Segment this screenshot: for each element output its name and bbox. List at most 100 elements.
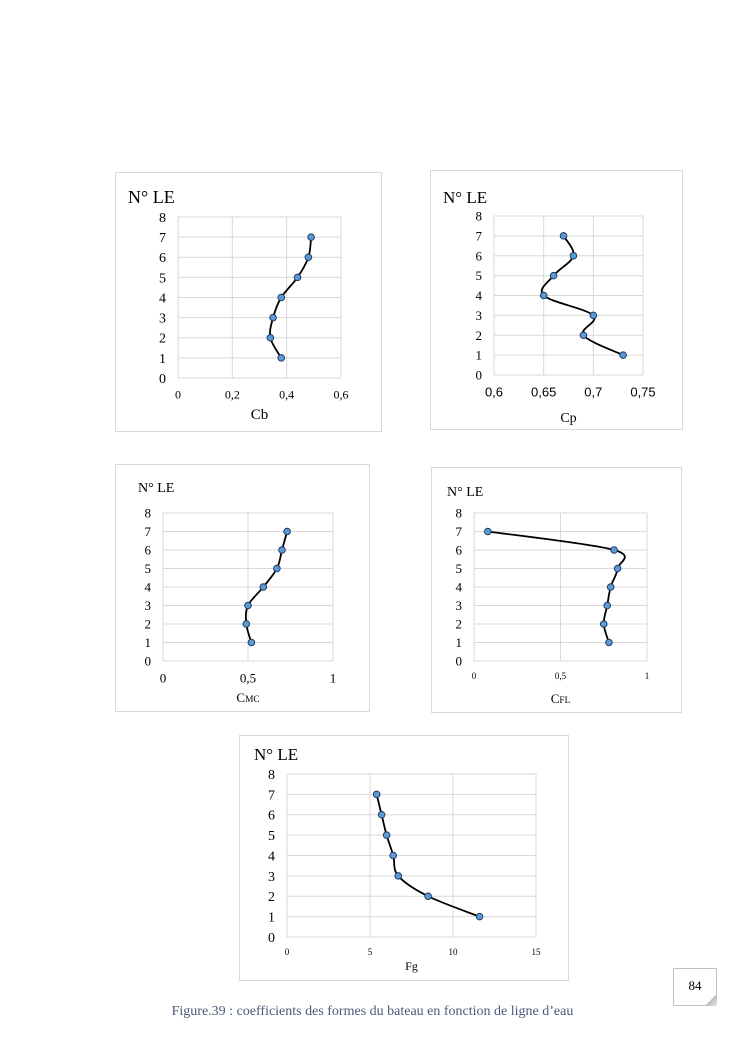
data-point xyxy=(610,546,618,554)
y-tick-label: 1 xyxy=(145,635,152,650)
y-tick-label: 3 xyxy=(159,312,166,327)
data-point xyxy=(549,271,558,280)
y-tick-label: 6 xyxy=(476,248,483,263)
y-tick-label: 0 xyxy=(145,654,152,669)
data-point xyxy=(475,912,484,921)
data-point xyxy=(278,546,286,554)
y-tick-label: 1 xyxy=(456,635,463,650)
x-tick-label: 0,6 xyxy=(485,384,503,399)
y-tick-label: 4 xyxy=(159,291,166,306)
data-point xyxy=(277,354,286,362)
y-tick-label: 7 xyxy=(145,524,152,539)
y-tick-label: 7 xyxy=(476,228,483,243)
y-tick-label: 0 xyxy=(268,931,275,946)
data-point xyxy=(283,527,291,536)
y-tick-label: 6 xyxy=(145,543,152,558)
data-point xyxy=(589,311,598,320)
data-point xyxy=(377,810,386,819)
chart-cmc-svg: 0 1 2 3 4 5 6 7 8 0 0,5 1 N° LE CMC xyxy=(138,481,337,705)
data-point xyxy=(389,851,398,860)
x-axis-title: Cp xyxy=(560,411,576,426)
x-tick-label: 0,5 xyxy=(240,670,256,685)
data-point xyxy=(569,251,578,260)
y-tick-label: 2 xyxy=(456,617,463,632)
figure-caption: Figure.39 : coefficients des formes du b… xyxy=(171,1004,574,1019)
data-point xyxy=(273,564,281,573)
y-axis-title: N° LE xyxy=(254,745,298,764)
gridlines xyxy=(177,216,342,379)
x-tick-label: 0 xyxy=(472,671,477,681)
gridlines xyxy=(286,773,537,938)
y-tick-label: 5 xyxy=(159,271,166,286)
y-tick-label: 3 xyxy=(456,598,463,613)
gridlines xyxy=(162,512,334,662)
data-point xyxy=(259,583,268,591)
y-tick-label: 5 xyxy=(476,268,483,283)
y-tick-label: 8 xyxy=(159,211,166,226)
y-tick-label: 1 xyxy=(476,348,483,363)
y-tick-label: 0 xyxy=(159,372,166,387)
x-tick-label: 0,6 xyxy=(334,388,349,402)
y-tick-label: 8 xyxy=(476,209,483,224)
chart-cp: 0 1 2 3 4 5 6 7 8 0,6 0,65 0,7 0,75 N° LE Cp xyxy=(430,170,683,430)
x-axis-title: CMC xyxy=(236,690,259,705)
data-point xyxy=(242,620,251,628)
y-tick-label: 0 xyxy=(456,654,463,669)
data-point xyxy=(605,638,613,647)
data-point xyxy=(269,313,277,322)
y-tick-label: 8 xyxy=(456,506,463,521)
page-fold-icon xyxy=(705,994,717,1006)
chart-cfl: 0 1 2 3 4 5 6 7 8 0 0,5 1 N° LE CFL xyxy=(431,467,682,713)
data-point xyxy=(293,273,302,282)
plot-area xyxy=(493,215,644,376)
y-tick-label: 3 xyxy=(145,598,152,613)
y-axis-title: N° LE xyxy=(128,187,175,207)
y-tick-label: 8 xyxy=(268,768,275,783)
x-tick-label: 0,2 xyxy=(225,388,240,402)
data-point xyxy=(603,601,612,610)
x-tick-label: 0,4 xyxy=(279,388,294,402)
y-axis-title: N° LE xyxy=(447,485,483,500)
data-point xyxy=(372,790,381,799)
data-point xyxy=(599,620,608,628)
x-axis-title: Cb xyxy=(251,407,269,423)
plot-area xyxy=(473,512,648,662)
data-point xyxy=(579,331,588,340)
x-tick-label: 5 xyxy=(368,947,373,957)
y-tick-label: 1 xyxy=(268,911,275,926)
x-tick-label: 1 xyxy=(330,670,337,685)
data-point xyxy=(244,601,252,610)
y-tick-label: 3 xyxy=(268,870,275,885)
data-point xyxy=(484,527,492,536)
data-point xyxy=(394,872,403,880)
x-tick-label: 0,5 xyxy=(555,671,567,681)
x-tick-label: 1 xyxy=(645,671,650,681)
y-tick-label: 7 xyxy=(268,788,275,803)
data-point xyxy=(424,892,432,901)
data-point xyxy=(606,583,615,591)
y-tick-label: 2 xyxy=(476,328,483,343)
y-tick-label: 7 xyxy=(456,524,463,539)
x-tick-label: 0 xyxy=(160,670,167,685)
data-point xyxy=(613,564,622,573)
y-tick-label: 6 xyxy=(268,809,275,824)
data-point xyxy=(304,253,313,262)
chart-fg: 0 1 2 3 4 5 6 7 8 0 5 10 15 N° LE Fg xyxy=(239,735,569,981)
y-tick-label: 5 xyxy=(145,561,152,576)
y-tick-label: 5 xyxy=(268,829,275,844)
plot-area xyxy=(286,773,537,938)
y-tick-label: 2 xyxy=(145,617,152,632)
data-point xyxy=(382,831,391,839)
y-tick-label: 2 xyxy=(159,332,166,347)
y-tick-label: 1 xyxy=(159,352,166,367)
data-point xyxy=(619,351,627,359)
chart-cb: 0 1 2 3 4 5 6 7 8 0 0,2 0,4 0,6 N° LE Cb xyxy=(115,172,382,432)
chart-cp-svg: 0 1 2 3 4 5 6 7 8 0,6 0,65 0,7 0,75 N° LE Cp xyxy=(443,188,656,426)
plot-area xyxy=(177,216,342,379)
data-point xyxy=(277,293,286,302)
x-axis-title: CFL xyxy=(551,691,571,706)
y-tick-label: 4 xyxy=(456,580,463,595)
data-point xyxy=(559,232,568,240)
y-tick-label: 4 xyxy=(145,580,152,595)
x-tick-label: 10 xyxy=(449,947,459,957)
